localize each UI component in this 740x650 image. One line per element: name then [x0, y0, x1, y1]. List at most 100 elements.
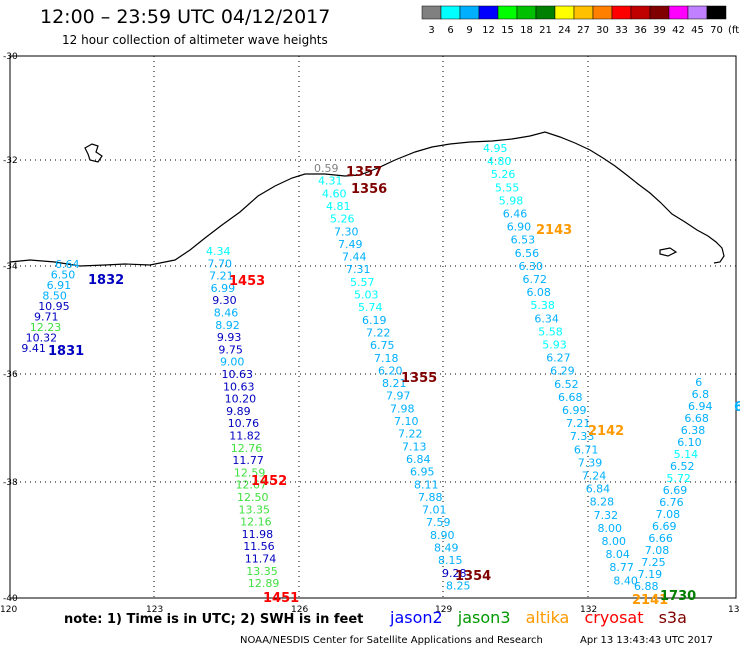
track-e-value: 6.38	[681, 424, 706, 437]
legend-label-36: 36	[634, 25, 647, 36]
track-c-value: 5.74	[358, 301, 383, 314]
track-d-value: 8.40	[613, 574, 638, 587]
track-d-value: 6.27	[546, 352, 571, 365]
track-c-value: 6.95	[410, 466, 435, 479]
track-b-value: 8.46	[214, 307, 239, 320]
legend-label-45: 45	[691, 25, 704, 36]
track-d-value: 6.56	[515, 247, 540, 260]
pass-label-1356: 1356	[351, 182, 387, 197]
track-e-value: 5.72	[666, 472, 691, 485]
track-e-value: 7.08	[645, 544, 670, 557]
track-c-value: 7.59	[426, 516, 451, 529]
pass-label-1832: 1832	[88, 273, 124, 288]
track-c-value: 4.60	[322, 187, 347, 200]
satellite-legend: jason2 jason3 altika cryosat s3a	[390, 608, 697, 627]
legend-label-21: 21	[539, 25, 552, 36]
track-b-value: 11.77	[232, 454, 264, 467]
lat-label: -40	[3, 594, 18, 604]
track-c-value: 7.10	[394, 415, 419, 428]
pass-label-6.: 6.	[734, 400, 740, 415]
lon-label: 126	[291, 605, 308, 615]
track-b-value: 11.98	[242, 528, 274, 541]
track-e-value: 6.8	[692, 388, 710, 401]
track-d-value: 8.00	[602, 535, 627, 548]
track-d-value: 4.80	[487, 155, 512, 168]
lon-label: 129	[435, 605, 452, 615]
legend-label-9: 9	[466, 25, 472, 36]
track-c-value: 8.49	[434, 542, 459, 555]
track-d-value: 6.68	[558, 391, 583, 404]
track-c-value: 7.44	[342, 251, 367, 264]
track-b-value: 10.63	[222, 368, 254, 381]
track-d-value: 5.58	[538, 325, 563, 338]
track-c-value: 7.31	[346, 263, 371, 276]
legend-unit: (ft)	[728, 25, 740, 36]
track-d-value: 4.95	[483, 142, 508, 155]
track-e-value: 6.94	[688, 400, 713, 413]
track-d-value: 6.53	[511, 234, 536, 247]
track-e-value: 7.19	[638, 568, 663, 581]
track-a-value: 12.23	[30, 321, 62, 334]
pass-label-1730: 1730	[660, 589, 696, 604]
track-c-value: 5.57	[350, 276, 375, 289]
track-b-value: 6.99	[211, 282, 236, 295]
track-b-value: 4.34	[206, 245, 231, 258]
track-c-value: 4.81	[326, 200, 351, 213]
pass-label-2143: 2143	[536, 223, 572, 238]
pass-label-1452: 1452	[251, 474, 287, 489]
track-d-value: 6.30	[519, 260, 544, 273]
track-e-value: 6	[695, 376, 702, 389]
track-d-value: 6.99	[562, 404, 587, 417]
lat-label: -34	[3, 262, 18, 272]
track-d-value: 7.39	[578, 456, 603, 469]
legend-label-33: 33	[615, 25, 628, 36]
track-d-value: 8.04	[605, 548, 630, 561]
track-c-value: 7.13	[402, 440, 427, 453]
legend-label-39: 39	[653, 25, 666, 36]
track-c-value: 8.11	[414, 478, 439, 491]
small-island-top-left	[84, 143, 103, 163]
track-c-value: 7.49	[338, 238, 363, 251]
track-b-value: 8.92	[215, 319, 240, 332]
track-a-value: 6.50	[51, 269, 76, 282]
satellite-jason3: jason3	[457, 608, 511, 627]
track-b-value: 7.21	[209, 270, 234, 283]
track-a-value: 9.41	[21, 342, 46, 355]
legend-label-12: 12	[482, 25, 495, 36]
legend-label-27: 27	[577, 25, 590, 36]
legend-label-15: 15	[501, 25, 514, 36]
track-b-value: 13.35	[246, 565, 277, 578]
pass-label-1357: 1357	[346, 165, 382, 180]
track-d-value: 5.38	[530, 299, 555, 312]
map-title: 12:00 – 23:59 UTC 04/12/2017	[40, 6, 331, 28]
track-b-value: 12.89	[248, 577, 280, 590]
track-d-value: 5.55	[495, 181, 519, 194]
satellite-jason2: jason2	[390, 608, 443, 627]
track-c-value: 7.98	[390, 402, 415, 415]
track-b-value: 9.30	[212, 294, 237, 307]
track-e-value: 6.52	[670, 460, 695, 473]
track-c-value: 4.31	[318, 175, 343, 188]
track-b-value: 11.74	[245, 553, 277, 566]
track-d-value: 5.98	[499, 194, 524, 207]
legend-label-70: 70	[710, 25, 723, 36]
track-b-value: 11.56	[243, 540, 275, 553]
australia-south-coastline	[9, 131, 725, 267]
pass-label-1354: 1354	[455, 569, 491, 584]
track-d-value: 6.46	[503, 208, 528, 221]
track-a-value: 9.71	[34, 311, 59, 324]
track-c-value: 6.19	[362, 314, 387, 327]
track-d-value: 8.00	[598, 522, 623, 535]
track-d-value: 6.90	[507, 221, 532, 234]
legend-label-6: 6	[447, 25, 453, 36]
track-c-value: 7.30	[334, 225, 359, 238]
track-c-value: 0.59	[314, 162, 339, 175]
legend-label-18: 18	[520, 25, 533, 36]
pass-label-2141: 2141	[632, 593, 668, 608]
track-e-value: 6.76	[659, 496, 684, 509]
track-a-value: 6.91	[47, 279, 72, 292]
credit-line: NOAA/NESDIS Center for Satellite Applica…	[240, 635, 543, 646]
track-c-value: 6.75	[370, 339, 395, 352]
